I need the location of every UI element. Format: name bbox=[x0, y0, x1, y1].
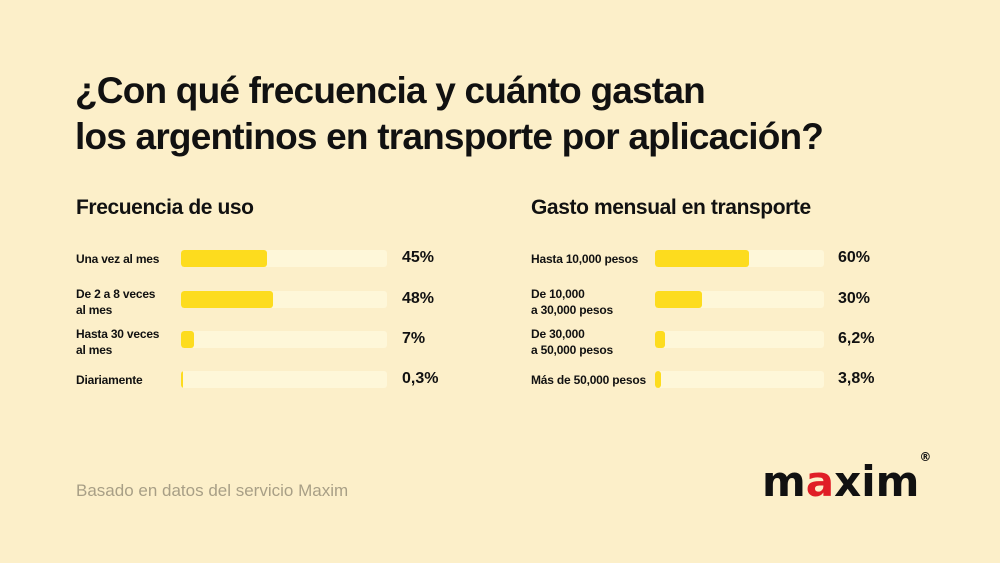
spending-value-label: 6,2% bbox=[838, 330, 875, 347]
spending-bar-track bbox=[655, 331, 824, 348]
spending-bar bbox=[655, 331, 665, 348]
spending-category-label: Hasta 10,000 pesos bbox=[531, 252, 639, 266]
title-line-1: ¿Con qué frecuencia y cuánto gastan bbox=[75, 70, 706, 111]
frequency-value-label: 0,3% bbox=[402, 370, 439, 387]
spending-value-label: 3,8% bbox=[838, 370, 875, 387]
frequency-value-label: 7% bbox=[402, 330, 426, 347]
frequency-category-label: Hasta 30 veces al mes bbox=[76, 327, 160, 357]
frequency-bar bbox=[181, 250, 268, 267]
logo-text-prefix: m bbox=[762, 457, 806, 506]
frequency-bar-track bbox=[181, 371, 387, 388]
spending-bar bbox=[655, 371, 661, 388]
frequency-value-label: 48% bbox=[402, 290, 435, 307]
frequency-bar bbox=[181, 291, 273, 308]
source-note: Basado en datos del servicio Maxim bbox=[76, 481, 349, 500]
registered-mark: ® bbox=[919, 450, 932, 464]
frequency-bar-track bbox=[181, 291, 387, 308]
spending-bar-track bbox=[655, 291, 824, 308]
spending-category-label: De 30,000 a 50,000 pesos bbox=[531, 327, 613, 357]
frequency-bar bbox=[181, 371, 183, 388]
spending-bar bbox=[655, 250, 750, 267]
spending-category-label: Más de 50,000 pesos bbox=[531, 373, 646, 387]
frequency-value-label: 45% bbox=[402, 249, 435, 266]
frequency-category-label: De 2 a 8 veces al mes bbox=[76, 287, 156, 317]
spending-chart-title: Gasto mensual en transporte bbox=[531, 196, 811, 219]
spending-bar-track bbox=[655, 371, 824, 388]
page-title: ¿Con qué frecuencia y cuánto gastan los … bbox=[75, 68, 824, 160]
logo-text-suffix: xim bbox=[834, 457, 920, 506]
frequency-category-label: Una vez al mes bbox=[76, 252, 160, 266]
frequency-bar-track bbox=[181, 250, 387, 267]
spending-bar bbox=[655, 291, 703, 308]
spending-category-label: De 10,000 a 30,000 pesos bbox=[531, 287, 613, 317]
title-line-2: los argentinos en transporte por aplicac… bbox=[75, 116, 824, 157]
spending-value-label: 60% bbox=[838, 249, 871, 266]
maxim-logo: maxim® bbox=[762, 450, 931, 506]
frequency-bar bbox=[181, 331, 195, 348]
spending-bar-track bbox=[655, 250, 824, 267]
logo-text-accent: a bbox=[805, 457, 835, 506]
frequency-bar-track bbox=[181, 331, 387, 348]
frequency-chart-title: Frecuencia de uso bbox=[76, 196, 254, 219]
frequency-category-label: Diariamente bbox=[76, 373, 143, 387]
spending-value-label: 30% bbox=[838, 290, 871, 307]
